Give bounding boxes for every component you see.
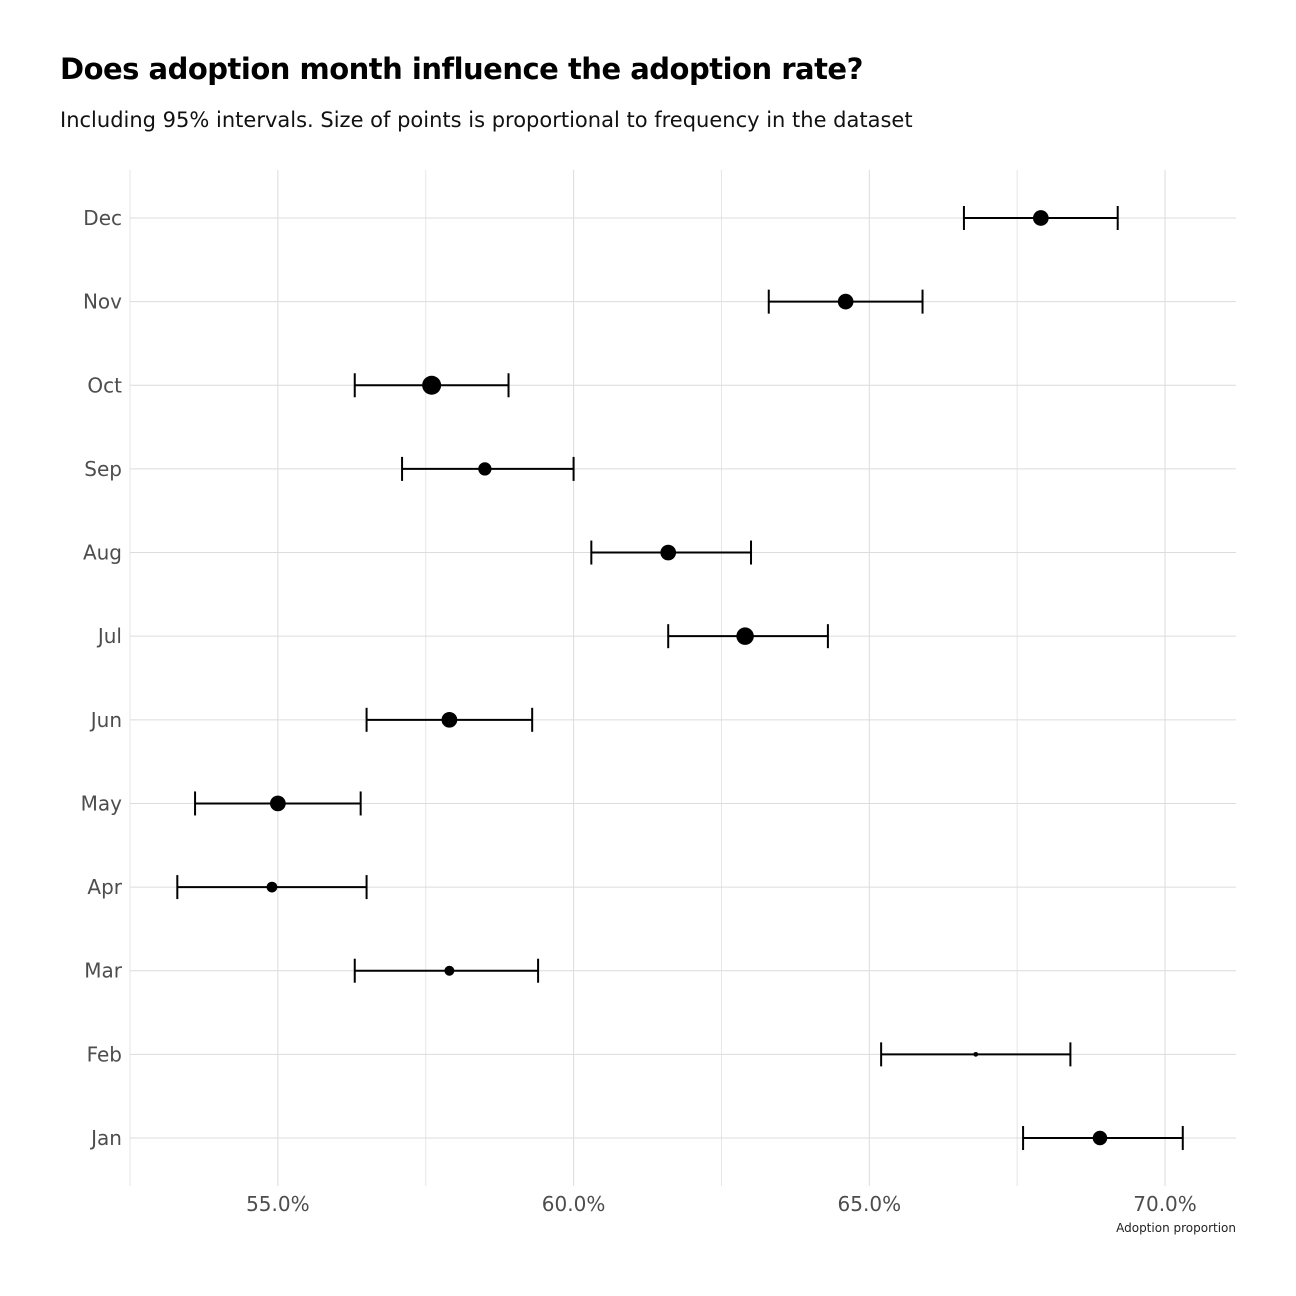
y-tick-label-jul: Jul bbox=[96, 624, 122, 648]
point-mar bbox=[444, 965, 455, 976]
point-jun bbox=[441, 711, 458, 728]
point-apr bbox=[266, 881, 278, 893]
chart-title: Does adoption month influence the adopti… bbox=[60, 52, 863, 86]
point-sep bbox=[478, 462, 492, 476]
point-may bbox=[270, 795, 286, 812]
x-tick-label: 70.0% bbox=[1133, 1192, 1197, 1216]
grid-lines bbox=[129, 170, 1236, 1186]
x-tick-label: 55.0% bbox=[246, 1192, 310, 1216]
y-tick-label-nov: Nov bbox=[83, 290, 122, 314]
point-jul bbox=[736, 627, 754, 645]
point-jan bbox=[1092, 1130, 1108, 1146]
estimate-points bbox=[266, 210, 1108, 1146]
axis-labels: 55.0% 60.0% 65.0% 70.0% Jan Feb Mar Apr May Jun Ju… bbox=[81, 206, 1197, 1216]
y-tick-label-oct: Oct bbox=[87, 373, 122, 397]
point-dec bbox=[1032, 210, 1049, 226]
x-tick-label: 60.0% bbox=[542, 1192, 606, 1216]
x-axis-title: Adoption proportion bbox=[1116, 1221, 1236, 1235]
point-feb bbox=[973, 1051, 979, 1057]
y-tick-label-feb: Feb bbox=[87, 1042, 122, 1066]
y-tick-label-sep: Sep bbox=[84, 457, 122, 481]
x-tick-label: 65.0% bbox=[838, 1192, 902, 1216]
chart-subtitle: Including 95% intervals. Size of points … bbox=[60, 108, 913, 132]
y-tick-label-jan: Jan bbox=[89, 1126, 122, 1150]
y-tick-label-may: May bbox=[81, 791, 123, 815]
y-tick-label-aug: Aug bbox=[83, 541, 122, 565]
y-tick-label-apr: Apr bbox=[87, 875, 122, 899]
y-tick-label-jun: Jun bbox=[89, 708, 122, 732]
point-oct bbox=[422, 375, 442, 395]
error-bars bbox=[176, 206, 1184, 1150]
point-nov bbox=[837, 293, 854, 310]
y-tick-label-dec: Dec bbox=[83, 206, 122, 230]
y-tick-label-mar: Mar bbox=[84, 959, 123, 983]
point-aug bbox=[660, 544, 677, 561]
